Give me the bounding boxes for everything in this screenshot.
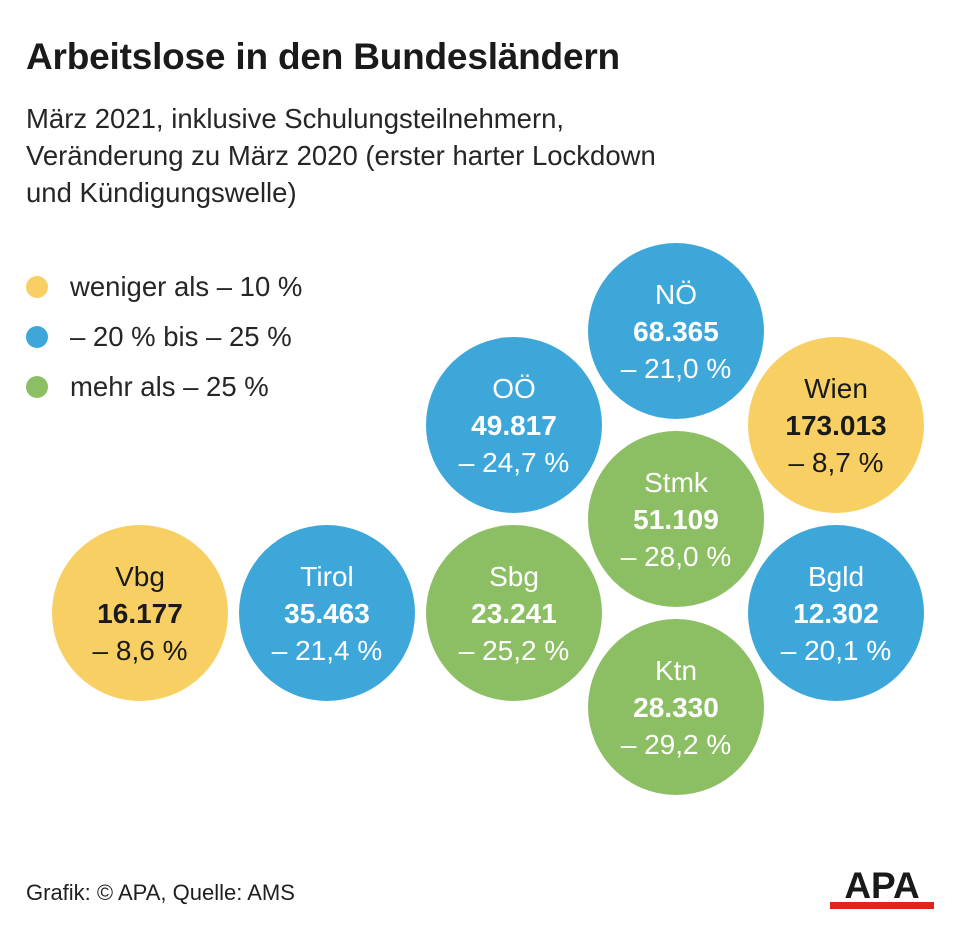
subtitle-line-1: März 2021, inklusive Schulungsteilnehmer… <box>26 103 565 134</box>
bubble-change: – 21,4 % <box>272 635 383 666</box>
bubble-value: 51.109 <box>633 504 719 535</box>
bubble-value: 68.365 <box>633 316 719 347</box>
bubble-value: 35.463 <box>284 598 370 629</box>
bubble-change: – 20,1 % <box>781 635 892 666</box>
bubble-change: – 24,7 % <box>459 447 570 478</box>
bubble-stmk: Stmk 51.109 – 28,0 % <box>588 431 764 607</box>
logo-red-bar <box>830 902 934 909</box>
bubble-value: 173.013 <box>785 410 886 441</box>
bubble-n: NÖ 68.365 – 21,0 % <box>588 243 764 419</box>
legend-item-blue: – 20 % bis – 25 % <box>26 312 302 362</box>
bubble-wien: Wien 173.013 – 8,7 % <box>748 337 924 513</box>
bubble-value: 28.330 <box>633 692 719 723</box>
legend-dot-yellow <box>26 276 48 298</box>
bubble-value: 23.241 <box>471 598 557 629</box>
logo-text: APA <box>844 866 919 906</box>
bubble-change: – 8,6 % <box>93 635 188 666</box>
bubble-state-name: Sbg <box>489 561 539 592</box>
bubble-change: – 25,2 % <box>459 635 570 666</box>
bubble-circle <box>748 525 924 701</box>
legend-label: weniger als – 10 % <box>70 271 303 302</box>
bubble-circle <box>748 337 924 513</box>
bubble-change: – 8,7 % <box>789 447 884 478</box>
legend-label: – 20 % bis – 25 % <box>70 321 292 352</box>
apa-logo: APA <box>830 866 934 909</box>
bubble-value: 12.302 <box>793 598 879 629</box>
bubble-circle <box>588 431 764 607</box>
bubble-state-name: Ktn <box>655 655 697 686</box>
subtitle-line-3: und Kündigungswelle) <box>26 177 297 208</box>
page-title: Arbeitslose in den Bundesländern <box>26 36 620 77</box>
bubble-circle <box>239 525 415 701</box>
legend-dot-blue <box>26 326 48 348</box>
bubble-change: – 28,0 % <box>621 541 732 572</box>
bubble-state-name: Stmk <box>644 467 709 498</box>
legend-item-green: mehr als – 25 % <box>26 362 302 412</box>
bubble-state-name: NÖ <box>655 279 697 310</box>
bubble-state-name: Wien <box>804 373 868 404</box>
legend-item-yellow: weniger als – 10 % <box>26 262 302 312</box>
bubble-change: – 29,2 % <box>621 729 732 760</box>
source-credit: Grafik: © APA, Quelle: AMS <box>26 880 295 905</box>
bubble-circle <box>52 525 228 701</box>
bubble-value: 49.817 <box>471 410 557 441</box>
bubble-sbg: Sbg 23.241 – 25,2 % <box>426 525 602 701</box>
legend: weniger als – 10 % – 20 % bis – 25 % meh… <box>26 262 302 412</box>
bubble-state-name: Vbg <box>115 561 165 592</box>
bubble-o: OÖ 49.817 – 24,7 % <box>426 337 602 513</box>
bubble-circle <box>426 525 602 701</box>
bubble-circle <box>426 337 602 513</box>
bubble-change: – 21,0 % <box>621 353 732 384</box>
subtitle: März 2021, inklusive Schulungsteilnehmer… <box>26 100 906 211</box>
bubble-value: 16.177 <box>97 598 183 629</box>
bubble-tirol: Tirol 35.463 – 21,4 % <box>239 525 415 701</box>
bubble-state-name: Bgld <box>808 561 864 592</box>
bubble-circle <box>588 619 764 795</box>
bubble-state-name: OÖ <box>492 373 536 404</box>
bubble-vbg: Vbg 16.177 – 8,6 % <box>52 525 228 701</box>
legend-dot-green <box>26 376 48 398</box>
legend-label: mehr als – 25 % <box>70 371 269 402</box>
bubble-bgld: Bgld 12.302 – 20,1 % <box>748 525 924 701</box>
bubble-circle <box>588 243 764 419</box>
bubble-state-name: Tirol <box>300 561 353 592</box>
subtitle-line-2: Veränderung zu März 2020 (erster harter … <box>26 140 656 171</box>
bubble-ktn: Ktn 28.330 – 29,2 % <box>588 619 764 795</box>
